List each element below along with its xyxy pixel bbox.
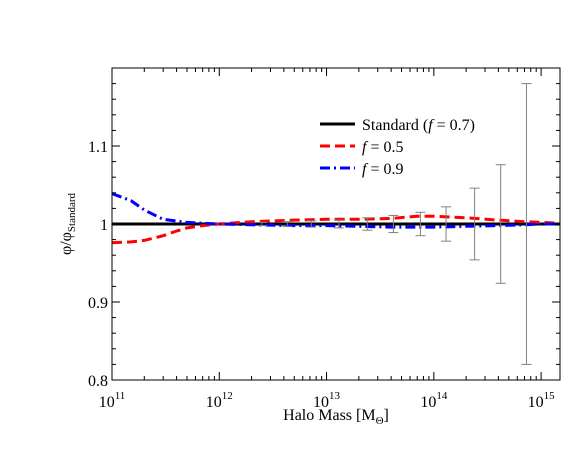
x-tick-label: 1013 xyxy=(313,390,341,411)
error-bar xyxy=(441,206,452,242)
y-axis-title: φ/φStandard xyxy=(58,192,78,255)
error-bar xyxy=(362,217,373,231)
error-bar xyxy=(306,220,317,228)
series-line-1 xyxy=(111,214,561,245)
x-tick-label: 1015 xyxy=(528,390,556,411)
tick-layer: 1011 1012 1013 1014 1015 0.8 0.9 1 1.1 xyxy=(88,68,560,411)
series-layer xyxy=(111,192,561,245)
error-bar xyxy=(333,219,344,229)
error-bar xyxy=(415,211,426,237)
error-bar xyxy=(282,221,293,227)
x-tick-label: 1011 xyxy=(99,390,126,411)
y-tick-label: 0.9 xyxy=(88,295,108,312)
legend-label-f09: f = 0.9 xyxy=(362,161,403,178)
legend: Standard (f = 0.7) f = 0.5 f = 0.9 xyxy=(320,117,475,178)
error-bar xyxy=(469,187,480,261)
x-axis-title: Halo Mass [MΘ] xyxy=(283,407,389,427)
legend-label-standard: Standard (f = 0.7) xyxy=(362,117,475,134)
series-line-2 xyxy=(111,192,560,229)
x-tick-label: 1012 xyxy=(206,390,233,411)
error-bar xyxy=(256,221,267,227)
error-bar xyxy=(521,83,532,365)
y-tick-label: 1.1 xyxy=(88,139,108,156)
x-tick-label: 1014 xyxy=(420,390,448,411)
error-bar xyxy=(495,164,506,284)
error-bar xyxy=(388,214,399,234)
y-tick-label: 1 xyxy=(100,217,108,234)
errorbar-layer xyxy=(256,83,532,365)
y-tick-label: 0.8 xyxy=(88,373,108,390)
legend-label-f05: f = 0.5 xyxy=(362,139,403,156)
